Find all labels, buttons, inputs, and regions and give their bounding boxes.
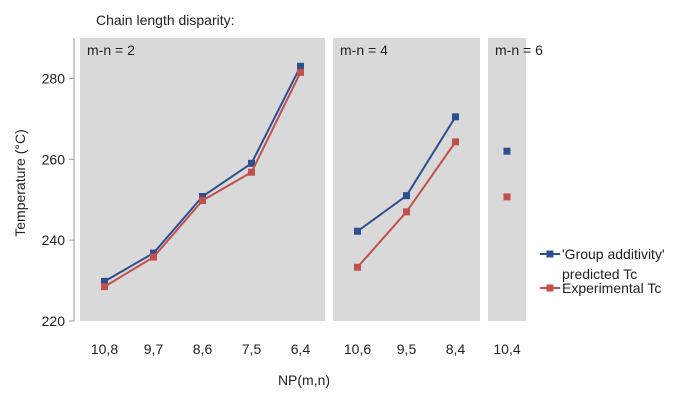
data-point bbox=[503, 193, 511, 201]
data-point bbox=[354, 227, 361, 235]
chart-title: Chain length disparity: bbox=[96, 12, 235, 28]
y-tick-label: 240 bbox=[42, 232, 66, 248]
panel-label: m-n = 6 bbox=[495, 42, 543, 58]
legend-swatch-marker bbox=[546, 250, 554, 258]
x-axis-title: NP(m,n) bbox=[278, 372, 330, 388]
data-point bbox=[452, 138, 459, 146]
data-point bbox=[101, 277, 108, 285]
y-tick-label: 220 bbox=[42, 313, 66, 329]
legend-swatch-marker bbox=[546, 284, 554, 292]
x-tick-label: 9,5 bbox=[397, 341, 417, 357]
data-point bbox=[150, 249, 157, 257]
panel-label: m-n = 2 bbox=[87, 42, 135, 58]
panel-backgrounds: m-n = 2 m-n = 4 m-n = 6 bbox=[80, 38, 543, 321]
x-tick-label: 10,8 bbox=[91, 341, 118, 357]
data-point bbox=[101, 283, 108, 291]
y-ticks: 220 240 260 280 bbox=[42, 70, 74, 329]
y-tick-label: 280 bbox=[42, 70, 66, 86]
x-tick-label: 10,6 bbox=[344, 341, 371, 357]
x-tick-label: 7,5 bbox=[242, 341, 262, 357]
panel-background bbox=[80, 38, 325, 321]
series bbox=[101, 62, 511, 291]
data-point bbox=[354, 263, 361, 271]
panel-background bbox=[488, 38, 526, 321]
data-point bbox=[199, 192, 206, 200]
x-tick-label: 10,4 bbox=[493, 341, 520, 357]
data-point bbox=[248, 168, 255, 176]
y-tick-label: 260 bbox=[42, 151, 66, 167]
data-point bbox=[150, 253, 157, 261]
data-point bbox=[403, 192, 410, 200]
panel-label: m-n = 4 bbox=[340, 42, 388, 58]
y-axis-title: Temperature (°C) bbox=[12, 129, 28, 237]
data-point bbox=[199, 197, 206, 205]
legend-label: predicted Tc bbox=[562, 266, 637, 282]
x-tick-label: 6,4 bbox=[291, 341, 311, 357]
panel-background bbox=[333, 38, 480, 321]
data-point bbox=[403, 208, 410, 216]
data-point bbox=[452, 113, 459, 121]
x-tick-labels: 10,8 9,7 8,6 7,5 6,4 10,6 9,5 8,4 10,4 bbox=[91, 341, 521, 357]
data-point bbox=[503, 147, 511, 155]
x-tick-label: 9,7 bbox=[144, 341, 164, 357]
legend: 'Group additivity' predicted TcExperiment… bbox=[540, 246, 665, 296]
x-tick-label: 8,4 bbox=[446, 341, 466, 357]
data-point bbox=[248, 159, 255, 167]
data-point bbox=[297, 62, 304, 70]
x-tick-label: 8,6 bbox=[193, 341, 213, 357]
legend-label: 'Group additivity' bbox=[562, 246, 665, 262]
legend-label: Experimental Tc bbox=[562, 280, 661, 296]
data-point bbox=[297, 68, 304, 76]
